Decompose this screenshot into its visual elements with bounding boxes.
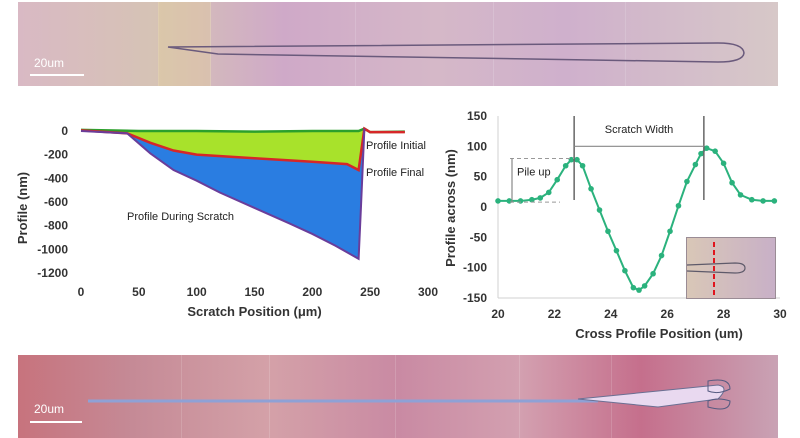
cross-profile-point [562,162,569,169]
y-tick-label: 0 [480,200,487,214]
annotation-scratch-width: Scratch Width [605,124,673,136]
scale-label-bottom: 20um [34,402,65,416]
image-tile [18,2,159,86]
inset-groove [686,262,746,274]
x-tick-label: 0 [78,285,85,299]
cross-profile-point [729,179,735,186]
x-tick-label: 20 [491,307,505,321]
image-tile [269,355,396,438]
image-tile [210,2,356,86]
cross-profile-chart: Scratch Width Pile up 20 22 24 26 28 30 150 100 50… [443,109,787,341]
image-tile [395,355,520,438]
cross-profile-point [636,287,642,293]
x-tick-label: 24 [604,307,618,321]
x-tick-label: 200 [302,285,322,299]
cross-profile-point [574,156,580,163]
cross-profile-point [698,150,704,157]
y-tick-label: -800 [44,219,68,233]
cross-profile-point [675,202,682,209]
profile-during-line [80,128,366,261]
y-tick-label: -100 [463,261,487,275]
cross-profile-point [771,198,778,204]
x-tick-label: 100 [187,285,207,299]
cross-profile-point [622,267,628,274]
annotation-pile-up: Pile up [517,166,551,178]
cross-profile-point [506,198,513,204]
x-tick-label: 30 [773,307,787,321]
y-tick-label: -150 [463,291,487,305]
scratch-profile-chart: 0 50 100 150 200 250 300 0 -200 -400 -600 -800 -1000… [15,124,438,319]
cross-profile-point [684,178,690,185]
annotation-profile-during: Profile During Scratch [127,211,234,223]
scratch-end-debris [577,384,725,408]
cross-profile-point [545,189,552,196]
x-tick-label: 26 [661,307,675,321]
top-microscope-image: 20um [18,2,778,86]
cross-profile-point [641,283,648,289]
cross-profile-point [568,156,575,163]
x-tick-label: 300 [418,285,438,299]
y-tick-label: -1200 [37,266,68,280]
cross-profile-point [613,247,620,254]
cross-profile-point [517,198,524,204]
scratch-track-top [167,42,745,63]
cross-profile-point [554,176,561,183]
x-axis-title: Scratch Position (μm) [187,304,321,319]
image-tile [18,355,182,438]
cross-profile-point [650,270,656,277]
scratch-groove [167,42,745,63]
cross-profile-point [712,148,718,154]
y-tick-label: -400 [44,171,68,185]
y-tick-label: -200 [44,148,68,162]
x-tick-label: 28 [717,307,731,321]
cross-profile-point [579,162,586,169]
cross-profile-point [703,145,710,151]
cross-profile-point [658,252,665,259]
y-axis-title: Profile (nm) [15,172,30,244]
y-tick-label: 50 [474,170,488,184]
cross-profile-point [692,161,699,168]
cross-profile-point [529,196,535,203]
y-tick-label: 100 [467,139,487,153]
cross-profile-point [630,284,637,291]
cross-profile-point [605,228,611,235]
x-tick-label: 22 [548,307,562,321]
scale-label-top: 20um [34,56,65,70]
inset-scratch [686,242,746,296]
inset-image [686,237,776,299]
x-tick-label: 50 [132,285,146,299]
scratch-track-bottom [88,379,731,410]
image-tile [158,2,211,86]
y-tick-label: -600 [44,195,68,209]
x-axis-title: Cross Profile Position (um) [575,326,743,341]
x-tick-label: 150 [244,285,264,299]
cross-profile-point [588,186,594,192]
annotation-profile-final: Profile Final [366,167,424,179]
y-axis-title: Profile across (nm) [443,149,458,267]
y-tick-label: 0 [61,124,68,138]
image-tile [181,355,270,438]
cross-profile-point [596,207,603,213]
cross-profile-point [667,228,673,235]
cross-profile-line [498,147,775,292]
cross-profile-point [720,160,727,167]
cross-profile-point [537,195,544,201]
cross-profile-point [760,198,766,204]
y-tick-label: -1000 [37,242,68,256]
y-tick-label: 150 [467,109,487,123]
scale-bar-bottom [30,421,82,423]
scale-bar-top [30,74,84,76]
x-tick-label: 250 [360,285,380,299]
cross-profile-point [749,196,755,203]
annotation-profile-initial: Profile Initial [366,140,426,152]
bottom-microscope-image: 20um [18,355,778,438]
cross-profile-point [737,192,744,198]
y-tick-label: -50 [470,230,488,244]
scratch-end-shape [707,379,731,410]
cross-profile-point [495,198,501,204]
